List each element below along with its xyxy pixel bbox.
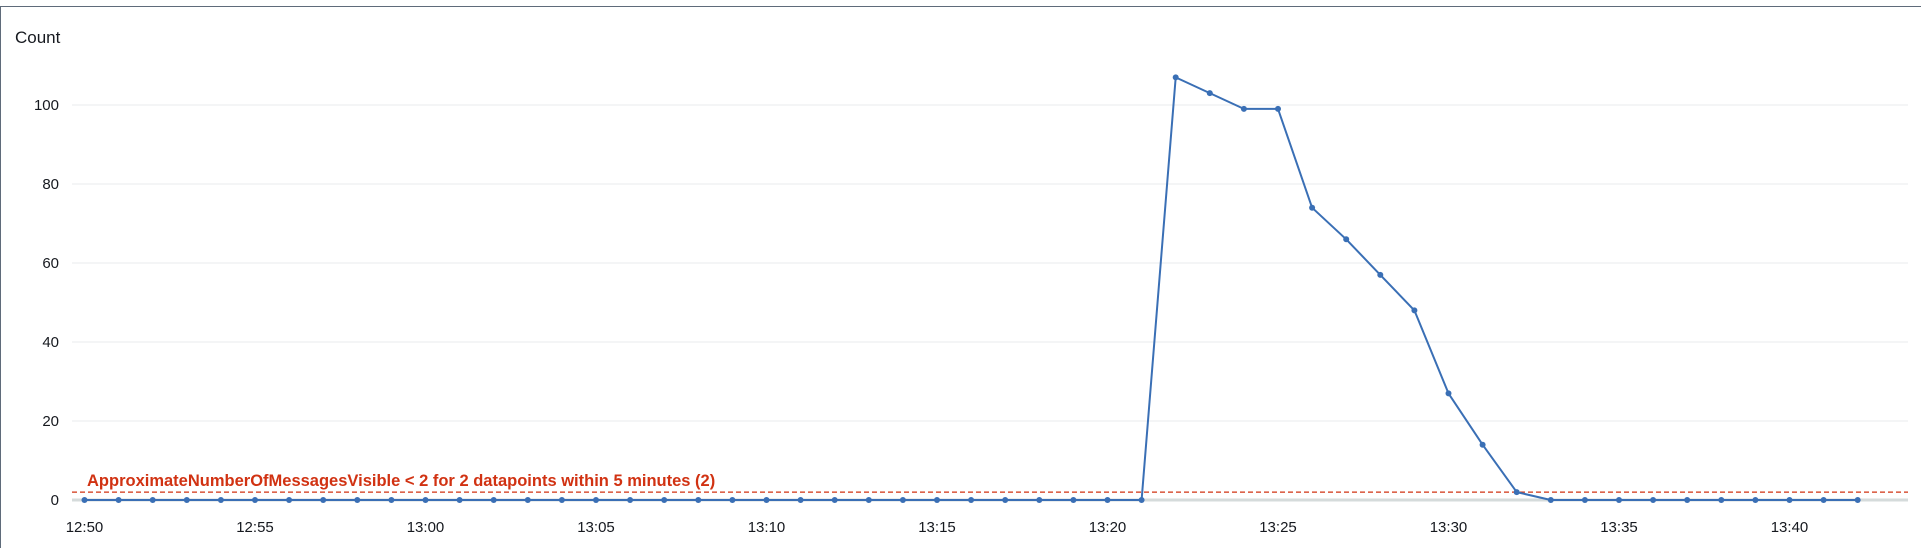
- y-tick-label: 20: [42, 413, 59, 430]
- y-tick-label: 0: [51, 492, 59, 509]
- data-point[interactable]: [729, 497, 736, 503]
- y-tick-label: 40: [42, 334, 59, 351]
- data-point[interactable]: [1820, 497, 1827, 503]
- y-tick-label: 80: [42, 176, 59, 193]
- data-point[interactable]: [1309, 204, 1316, 211]
- x-tick-label: 12:55: [236, 519, 274, 536]
- series-line: [84, 76, 1858, 501]
- data-point[interactable]: [797, 497, 804, 503]
- data-point[interactable]: [1513, 489, 1520, 496]
- x-tick-label: 13:10: [748, 519, 786, 536]
- x-tick-label: 13:30: [1430, 519, 1468, 536]
- data-point[interactable]: [627, 497, 634, 503]
- data-point[interactable]: [1616, 497, 1622, 503]
- data-point[interactable]: [1172, 74, 1179, 81]
- data-point[interactable]: [1786, 497, 1793, 503]
- x-tick-label: 12:50: [66, 519, 104, 536]
- x-tick-label: 13:05: [577, 519, 615, 536]
- data-point[interactable]: [763, 497, 770, 503]
- x-tick-label: 13:35: [1600, 519, 1638, 536]
- data-point[interactable]: [1138, 497, 1145, 503]
- data-point[interactable]: [456, 497, 463, 503]
- data-point[interactable]: [695, 497, 702, 503]
- data-point[interactable]: [1479, 441, 1486, 448]
- x-tick-label: 13:15: [918, 519, 956, 536]
- data-point[interactable]: [865, 497, 872, 503]
- data-point[interactable]: [831, 497, 838, 503]
- data-point[interactable]: [1650, 497, 1657, 503]
- data-point[interactable]: [490, 497, 497, 503]
- data-point[interactable]: [388, 497, 395, 503]
- data-point[interactable]: [217, 497, 224, 503]
- x-tick-label: 13:20: [1089, 519, 1127, 536]
- data-point[interactable]: [1684, 497, 1691, 503]
- y-tick-label: 60: [42, 255, 59, 272]
- data-point[interactable]: [1070, 497, 1077, 503]
- data-point[interactable]: [115, 497, 122, 503]
- data-point[interactable]: [354, 497, 361, 503]
- grid-lines: [72, 104, 1908, 422]
- data-point[interactable]: [1445, 390, 1452, 397]
- data-point[interactable]: [593, 497, 599, 503]
- data-point[interactable]: [1581, 497, 1588, 503]
- data-point[interactable]: [1275, 105, 1281, 112]
- y-axis-ticks: 0 20 40 60 80 100: [34, 97, 59, 509]
- data-point[interactable]: [1547, 497, 1554, 503]
- data-point[interactable]: [524, 497, 531, 503]
- data-point[interactable]: [1718, 497, 1725, 503]
- threshold-annotation: ApproximateNumberOfMessagesVisible < 2 f…: [72, 472, 1908, 493]
- data-point[interactable]: [252, 497, 258, 503]
- data-point[interactable]: [934, 497, 940, 503]
- data-point[interactable]: [1002, 497, 1009, 503]
- x-tick-label: 13:40: [1771, 519, 1809, 536]
- data-point[interactable]: [1206, 90, 1213, 97]
- data-point[interactable]: [1377, 271, 1384, 278]
- chart-frame: [0, 6, 1921, 548]
- x-tick-label: 13:00: [407, 519, 445, 536]
- x-axis-ticks: 12:50 12:55 13:00 13:05 13:10 13:15 13:20 13:25…: [66, 519, 1809, 536]
- y-tick-label: 100: [34, 97, 59, 114]
- data-point[interactable]: [1752, 497, 1759, 503]
- x-tick-label: 13:25: [1259, 519, 1297, 536]
- data-point[interactable]: [422, 497, 429, 503]
- data-point[interactable]: [81, 497, 88, 503]
- data-point[interactable]: [1343, 236, 1350, 243]
- data-point[interactable]: [661, 497, 668, 503]
- data-point[interactable]: [1104, 497, 1111, 503]
- data-point[interactable]: [183, 497, 190, 503]
- data-point[interactable]: [286, 497, 293, 503]
- data-point[interactable]: [558, 497, 565, 503]
- data-point[interactable]: [1411, 307, 1418, 314]
- data-point[interactable]: [1036, 497, 1043, 503]
- data-point[interactable]: [149, 497, 156, 503]
- data-point[interactable]: [1240, 105, 1247, 112]
- y-axis-title: Count: [15, 28, 61, 47]
- series-layer: [81, 74, 1861, 503]
- data-point[interactable]: [1854, 497, 1861, 503]
- threshold-label: ApproximateNumberOfMessagesVisible < 2 f…: [87, 472, 715, 490]
- data-point[interactable]: [968, 497, 975, 503]
- data-point[interactable]: [320, 497, 327, 503]
- data-point[interactable]: [899, 497, 906, 503]
